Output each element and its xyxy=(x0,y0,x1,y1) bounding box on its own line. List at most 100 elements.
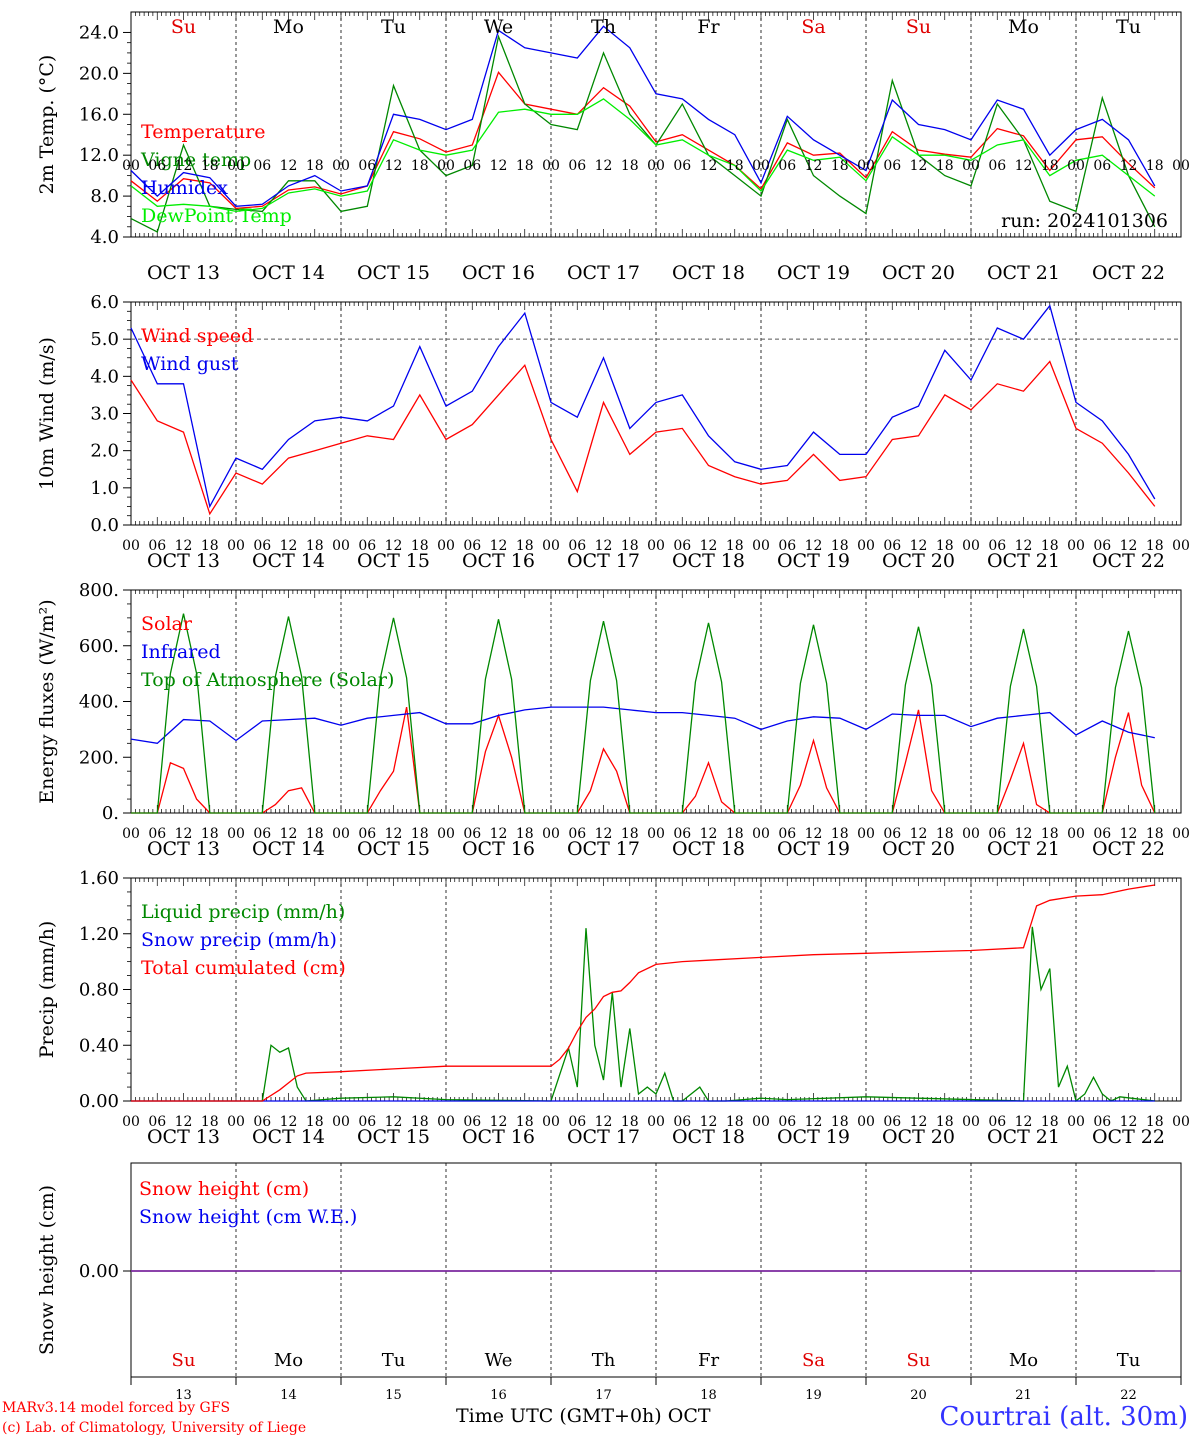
hour-tick-label: 06 xyxy=(568,538,586,554)
hour-tick-label: 18 xyxy=(411,1114,429,1130)
hour-tick-label: 06 xyxy=(463,826,481,842)
hour-tick-label: 00 xyxy=(542,538,560,554)
hour-tick-label: 00 xyxy=(857,1114,875,1130)
hour-tick-label: 12 xyxy=(280,1114,298,1130)
date-label: OCT 21 xyxy=(987,838,1060,860)
hour-tick-label: 18 xyxy=(306,538,324,554)
weekday-label: We xyxy=(485,1350,513,1371)
hour-tick-label: 18 xyxy=(1041,826,1059,842)
hour-tick-label: 18 xyxy=(411,538,429,554)
hour-tick-label: 06 xyxy=(358,158,376,174)
hour-tick-label: 06 xyxy=(778,826,796,842)
hour-tick-label: 06 xyxy=(673,538,691,554)
date-label: OCT 17 xyxy=(567,550,640,572)
hour-tick-label: 12 xyxy=(910,538,928,554)
hour-tick-label: 18 xyxy=(201,826,219,842)
legend-entry: Snow height (cm) xyxy=(139,1178,309,1200)
series-line-liquid-precip-mm-h- xyxy=(131,926,1155,1103)
hour-tick-label: 00 xyxy=(437,158,455,174)
hour-tick-label: 18 xyxy=(936,538,954,554)
hour-tick-label: 12 xyxy=(700,158,718,174)
hour-tick-label: 00 xyxy=(1067,538,1085,554)
hour-tick-label: 06 xyxy=(778,1114,796,1130)
y-tick-label: 12.0 xyxy=(79,145,119,166)
hour-tick-label: 12 xyxy=(910,826,928,842)
hour-tick-label: 00 xyxy=(962,158,980,174)
hour-tick-label: 00 xyxy=(437,538,455,554)
hour-tick-label: 00 xyxy=(542,1114,560,1130)
y-tick-label: 1.60 xyxy=(79,868,119,889)
hour-tick-label: 18 xyxy=(306,826,324,842)
hour-tick-label: 12 xyxy=(280,826,298,842)
date-label: OCT 16 xyxy=(462,262,535,284)
date-label: OCT 19 xyxy=(777,1126,850,1148)
hour-tick-label: 06 xyxy=(253,158,271,174)
hour-tick-label: 18 xyxy=(726,538,744,554)
day-number-label: 22 xyxy=(1120,1388,1137,1403)
hour-tick-label: 12 xyxy=(805,1114,823,1130)
hour-tick-label: 18 xyxy=(936,158,954,174)
hour-tick-label: 18 xyxy=(726,826,744,842)
hour-tick-label: 12 xyxy=(1015,1114,1033,1130)
hour-tick-label: 06 xyxy=(988,158,1006,174)
hour-tick-label: 18 xyxy=(516,538,534,554)
weekday-label: Th xyxy=(591,16,616,38)
hour-tick-label: 12 xyxy=(595,1114,613,1130)
date-label: OCT 15 xyxy=(357,1126,430,1148)
hour-tick-label: 00 xyxy=(122,826,140,842)
hour-tick-label: 12 xyxy=(490,538,508,554)
hour-tick-label: 12 xyxy=(1120,1114,1138,1130)
hour-tick-label: 06 xyxy=(358,1114,376,1130)
hour-tick-label: 18 xyxy=(411,826,429,842)
y-tick-label: 2.0 xyxy=(90,441,119,462)
hour-tick-label: 18 xyxy=(831,158,849,174)
hour-tick-label: 00 xyxy=(647,158,665,174)
hour-tick-label: 00 xyxy=(752,538,770,554)
hour-tick-label: 12 xyxy=(700,826,718,842)
y-tick-label: 0.80 xyxy=(79,980,119,1001)
hour-tick-label: 18 xyxy=(1146,538,1164,554)
weekday-label: We xyxy=(484,16,513,38)
hour-tick-label: 00 xyxy=(332,538,350,554)
hour-tick-label: 18 xyxy=(411,158,429,174)
hour-tick-label: 06 xyxy=(673,1114,691,1130)
legend-entry: Liquid precip (mm/h) xyxy=(141,901,345,923)
date-label: OCT 17 xyxy=(567,838,640,860)
day-number-label: 20 xyxy=(910,1388,927,1403)
hour-tick-label: 06 xyxy=(358,538,376,554)
hour-tick-label: 18 xyxy=(1146,1114,1164,1130)
hour-tick-label: 12 xyxy=(175,158,193,174)
series-line-dewpoint-temp xyxy=(130,98,1156,213)
hour-tick-label: 00 xyxy=(332,1114,350,1130)
hour-tick-label: 12 xyxy=(1015,826,1033,842)
hour-tick-label: 06 xyxy=(988,1114,1006,1130)
panel-0-frame xyxy=(130,11,1182,238)
date-label: OCT 22 xyxy=(1092,1126,1165,1148)
hour-tick-label: 00 xyxy=(227,826,245,842)
hour-tick-label: 06 xyxy=(148,158,166,174)
hour-tick-label: 12 xyxy=(805,826,823,842)
day-number-label: 15 xyxy=(385,1388,402,1403)
date-label: OCT 13 xyxy=(147,262,220,284)
model-credit: MARv3.14 model forced by GFS xyxy=(2,1400,231,1416)
hour-tick-label: 12 xyxy=(700,538,718,554)
hour-tick-label: 18 xyxy=(201,538,219,554)
date-label: OCT 19 xyxy=(777,838,850,860)
hour-tick-label: 12 xyxy=(490,158,508,174)
hour-tick-label: 06 xyxy=(148,1114,166,1130)
date-label: OCT 14 xyxy=(252,262,325,284)
hour-tick-label: 18 xyxy=(726,1114,744,1130)
legend-entry: Top of Atmosphere (Solar) xyxy=(141,669,394,691)
legend-entry: Solar xyxy=(141,613,193,635)
y-tick-label: 20.0 xyxy=(79,63,119,84)
weekday-label: Sa xyxy=(801,16,825,38)
date-label: OCT 14 xyxy=(252,550,325,572)
y-tick-label: 0.00 xyxy=(79,1091,119,1112)
hour-tick-label: 06 xyxy=(568,826,586,842)
hour-tick-label: 18 xyxy=(516,826,534,842)
hour-tick-label: 12 xyxy=(595,158,613,174)
series-line-vigne-temp xyxy=(130,34,1156,233)
hour-tick-label: 12 xyxy=(175,1114,193,1130)
